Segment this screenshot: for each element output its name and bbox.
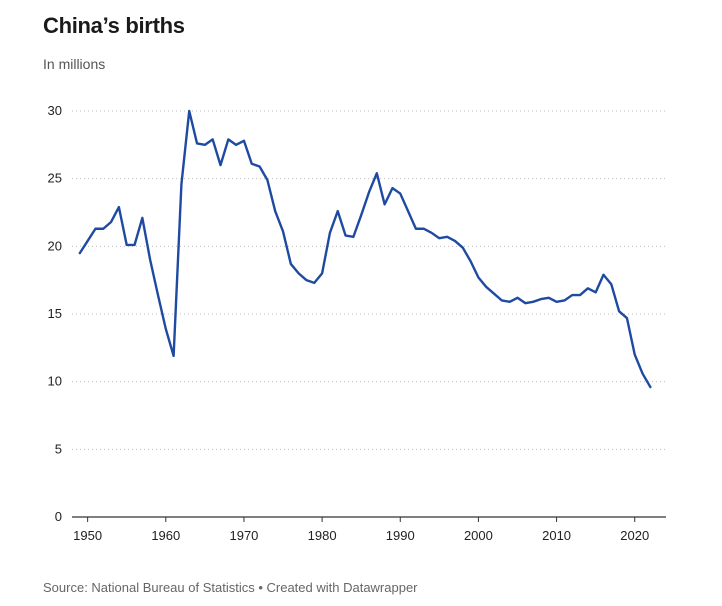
- x-tick-label: 1960: [151, 528, 180, 543]
- x-tick-label: 1980: [308, 528, 337, 543]
- chart-title: China’s births: [43, 13, 185, 38]
- x-tick-label: 1970: [229, 528, 258, 543]
- x-tick-label: 2020: [620, 528, 649, 543]
- y-tick-label: 15: [48, 306, 62, 321]
- y-tick-label: 10: [48, 374, 62, 389]
- chart-subtitle: In millions: [43, 56, 106, 72]
- x-tick-label: 2000: [464, 528, 493, 543]
- y-tick-label: 5: [55, 441, 62, 456]
- gridlines: [72, 110, 666, 450]
- y-tick-label: 25: [48, 171, 62, 186]
- tick-labels: 0 5 10 15 20 25 30 1950 1960 1970 1980 1990 2000 2010…: [48, 103, 650, 543]
- axes: [72, 516, 666, 522]
- y-tick-label: 20: [48, 238, 62, 253]
- series-line-0: [78, 109, 652, 389]
- x-tick-label: 2010: [542, 528, 571, 543]
- y-tick-label: 0: [55, 509, 62, 524]
- x-tick-label: 1950: [73, 528, 102, 543]
- y-tick-label: 30: [48, 103, 62, 118]
- series-layer: [78, 109, 652, 389]
- source-note: Source: National Bureau of Statistics • …: [43, 580, 418, 595]
- x-tick-label: 1990: [386, 528, 415, 543]
